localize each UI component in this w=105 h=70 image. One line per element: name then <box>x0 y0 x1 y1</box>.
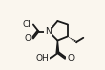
Polygon shape <box>56 41 59 53</box>
Text: O: O <box>67 54 74 63</box>
Text: Cl: Cl <box>23 20 32 29</box>
Text: O: O <box>24 34 31 43</box>
Text: N: N <box>45 27 52 36</box>
Text: OH: OH <box>35 54 49 63</box>
